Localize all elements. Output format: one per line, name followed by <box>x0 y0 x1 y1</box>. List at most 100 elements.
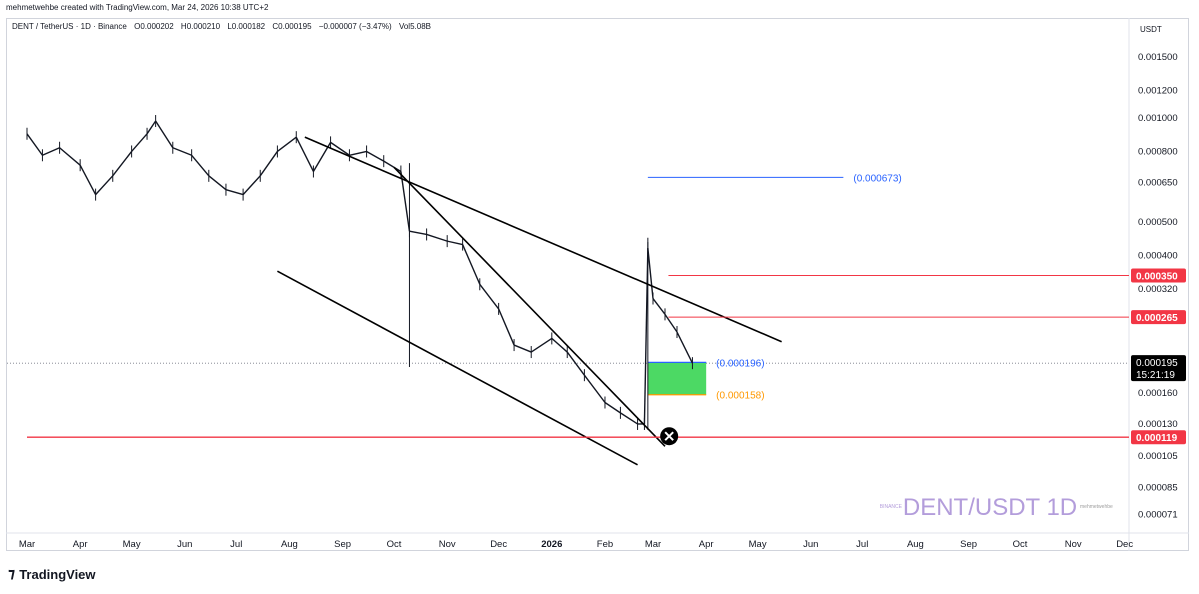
price-segment <box>26 133 44 156</box>
time-tick-label: Nov <box>1065 539 1082 550</box>
price-badge-0.000265 <box>1131 310 1186 325</box>
tradingview-brand: TradingView <box>19 566 96 582</box>
price-segment <box>95 175 114 196</box>
price-segment <box>583 374 606 403</box>
price-badge-label: 0.000119 <box>1136 433 1178 444</box>
zone-label: (0.000158) <box>716 391 764 402</box>
target-label: (0.000673) <box>853 173 901 184</box>
watermark-author: mehmetwehbe <box>1080 504 1113 510</box>
price-segment <box>295 136 315 172</box>
price-segment <box>676 331 694 364</box>
price-tick-label: 0.000105 <box>1138 451 1178 462</box>
price-segment <box>146 120 157 135</box>
time-tick-label: Sep <box>960 539 977 550</box>
time-tick-label: Apr <box>73 539 88 550</box>
price-segment <box>366 150 385 162</box>
price-segment <box>530 337 553 353</box>
price-segment <box>461 244 481 285</box>
tradingview-logo[interactable]: ⁊ TradingView <box>8 566 96 582</box>
price-segment <box>131 133 148 152</box>
tradingview-logo-icon: ⁊ <box>8 566 16 582</box>
time-tick-label: May <box>123 539 141 550</box>
price-tick-label: 0.001500 <box>1138 52 1178 63</box>
time-tick-label: Dec <box>1116 539 1133 550</box>
price-segment <box>479 283 500 310</box>
price-tick-label: 0.000160 <box>1138 388 1178 399</box>
price-segment <box>79 164 97 195</box>
watermark-exchange: BINANCE <box>880 504 903 510</box>
time-tick-label: Mar <box>19 539 35 550</box>
price-segment <box>400 171 411 232</box>
price-segment <box>59 147 81 166</box>
price-tick-label: 0.000650 <box>1138 178 1178 189</box>
legend-low: L0.000182 <box>227 22 266 31</box>
chart-frame <box>6 18 1189 551</box>
price-segment <box>225 189 244 196</box>
price-tick-label: 0.001000 <box>1138 113 1178 124</box>
time-tick-label: 2026 <box>541 539 562 550</box>
price-tick-label: 0.001200 <box>1138 86 1178 97</box>
price-segment <box>276 136 297 153</box>
time-tick-label: Jul <box>230 539 242 550</box>
creation-caption: mehmetwehbe created with TradingView.com… <box>6 3 269 12</box>
price-segment <box>242 175 261 196</box>
time-tick-label: Aug <box>907 539 924 550</box>
price-segment <box>259 151 278 177</box>
legend-close: C0.000195 <box>272 22 312 31</box>
price-badge-label: 0.000350 <box>1136 271 1178 282</box>
price-tick-label: 0.000085 <box>1138 483 1178 494</box>
legend-symbol[interactable]: DENT / TetherUS · 1D · Binance <box>12 22 127 31</box>
time-tick-label: Oct <box>1013 539 1028 550</box>
price-segment <box>42 147 60 156</box>
price-tick-label: 0.000071 <box>1138 510 1178 521</box>
trendline-channel-lower[interactable] <box>277 270 638 466</box>
price-tick-label: 0.000800 <box>1138 146 1178 157</box>
time-tick-label: Dec <box>490 539 507 550</box>
last-price-badge <box>1131 355 1186 382</box>
countdown-label: 15:21:19 <box>1136 370 1175 381</box>
price-segment <box>620 412 638 425</box>
price-tick-label: 0.000400 <box>1138 250 1178 261</box>
trendline-descending-resistance[interactable] <box>304 136 782 343</box>
time-tick-label: Feb <box>597 539 613 550</box>
legend-volume: Vol5.08B <box>398 22 431 31</box>
price-segment <box>155 120 174 149</box>
time-tick-label: Sep <box>334 539 351 550</box>
price-segment <box>383 160 402 173</box>
time-tick-label: Jun <box>177 539 192 550</box>
price-segment <box>513 344 532 353</box>
time-tick-label: Mar <box>645 539 661 550</box>
price-segment <box>330 141 350 156</box>
price-segment <box>172 147 192 156</box>
price-segment <box>349 150 367 156</box>
symbol-legend: DENT / TetherUS · 1D · Binance O0.000202… <box>12 22 436 31</box>
time-tick-label: Nov <box>439 539 456 550</box>
price-tick-label: 0.000500 <box>1138 217 1178 228</box>
time-tick-label: Jun <box>803 539 818 550</box>
time-tick-label: Aug <box>281 539 298 550</box>
trendline-channel-upper[interactable] <box>393 166 666 447</box>
price-segment <box>447 240 463 246</box>
price-segment <box>208 175 227 191</box>
legend-high: H0.000210 <box>180 22 221 31</box>
price-segment <box>551 337 568 353</box>
price-badge-label: 0.000265 <box>1136 313 1178 324</box>
watermark-title: DENT/USDT 1D <box>903 494 1077 521</box>
zone-label: (0.000196) <box>716 358 764 369</box>
currency-label: USDT <box>1140 25 1162 34</box>
price-segment <box>652 298 666 315</box>
time-tick-label: Oct <box>387 539 402 550</box>
close-marker-stroke <box>664 431 674 441</box>
legend-open: O0.000202 <box>134 22 174 31</box>
price-tick-label: 0.000320 <box>1138 284 1178 295</box>
time-tick-label: May <box>749 539 767 550</box>
price-segment <box>664 313 678 333</box>
buy-zone[interactable] <box>647 362 707 395</box>
price-segment <box>604 401 621 414</box>
last-price-label: 0.000195 <box>1136 358 1178 369</box>
time-tick-label: Jul <box>856 539 868 550</box>
price-badge-0.000350 <box>1131 268 1186 283</box>
price-segment <box>647 248 654 299</box>
price-segment <box>426 233 448 242</box>
